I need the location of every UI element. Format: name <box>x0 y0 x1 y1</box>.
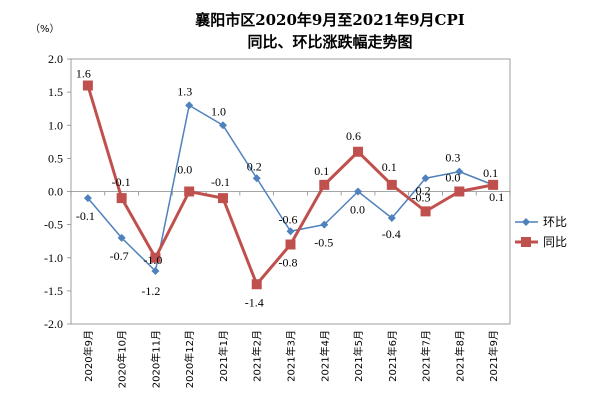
series-0-point <box>286 227 295 236</box>
series-0-data-label: 0.1 <box>483 166 498 180</box>
axes: 2.0 1.5 1.0 0.5 0.0 -0.5 -1.0 -1.5 -2.0 2020年9月 20… <box>44 52 511 388</box>
series-0-point <box>387 214 396 222</box>
legend-marker-0 <box>522 218 530 226</box>
series-1-point <box>217 193 228 204</box>
series-1-point <box>319 179 330 190</box>
series-0-point <box>354 187 363 196</box>
series-1-point <box>285 239 296 250</box>
series-0-point <box>117 233 126 242</box>
x-tick-label: 2020年12月 <box>183 330 196 388</box>
x-tick-label: 2020年10月 <box>116 330 129 388</box>
series-0-data-label: 0.0 <box>350 203 365 217</box>
x-tick-label: 2021年2月 <box>251 330 264 382</box>
series-1-data-label: -0.1 <box>211 175 230 189</box>
series-1-point <box>386 179 397 190</box>
series-0-data-label: -0.4 <box>382 227 401 241</box>
legend-marker-1 <box>521 237 531 247</box>
series-1-point <box>251 279 262 290</box>
series-0-point <box>185 101 194 110</box>
series-0-point <box>320 220 329 229</box>
y-tick-label: 1.5 <box>48 85 63 99</box>
series-0-data-label: 1.0 <box>211 104 226 118</box>
y-tick-label: 2.0 <box>48 52 63 66</box>
x-tick-label: 2021年3月 <box>285 330 298 382</box>
series-1-data-label: -0.3 <box>412 190 431 204</box>
chart-title-line-1: 襄阳市区2020年9月至2021年9月CPI <box>194 11 465 29</box>
series-0-data-label: 0.3 <box>445 151 460 165</box>
series-1-point <box>353 146 364 157</box>
series-1-data-label: 0.1 <box>489 190 504 204</box>
series-0-point <box>421 174 430 183</box>
series-0-data-label: -0.6 <box>279 212 298 226</box>
x-tick-label: 2021年7月 <box>420 330 433 382</box>
series-1-data-label: -1.4 <box>245 295 264 309</box>
x-tick-label: 2021年1月 <box>217 330 230 382</box>
series-0-point <box>252 174 261 183</box>
series-1-point <box>150 252 161 263</box>
series-0-data-label: 0.2 <box>416 183 431 197</box>
series-1-data-label: 0.0 <box>445 171 460 185</box>
chart-title-line-2: 同比、环比涨跌幅走势图 <box>247 33 412 51</box>
x-tick-label: 2020年11月 <box>149 330 162 388</box>
legend-label-0: 环比 <box>543 215 567 229</box>
series-0-data-label: -0.5 <box>314 236 333 250</box>
series-1-data-label: 1.6 <box>76 67 91 81</box>
series-0-data-label: -0.1 <box>76 209 95 223</box>
series-1-point <box>420 206 431 217</box>
series-0-data-label: 1.3 <box>177 84 192 98</box>
series-1-point <box>488 179 499 190</box>
y-tick-label: 0.5 <box>48 151 63 165</box>
series-0-data-label: 0.2 <box>247 159 262 173</box>
series-1-point <box>82 80 93 91</box>
data-labels: -0.1 -0.7 -1.2 1.3 1.0 0.2 -0.6 -0.5 0.0 -0.4 0.2 0… <box>76 67 504 310</box>
x-tick-label: 2021年6月 <box>386 330 399 382</box>
series-1-data-label: -1.0 <box>143 253 162 267</box>
y-tick-label: 1.0 <box>48 118 63 132</box>
series-1-data-label: 0.1 <box>382 160 397 174</box>
x-tick-label: 2021年4月 <box>318 330 331 382</box>
series-1-data-label: -0.1 <box>112 175 131 189</box>
legend-label-1: 同比 <box>543 235 567 249</box>
y-axis-unit: （%） <box>30 23 60 35</box>
series-1-point <box>184 186 195 197</box>
series-0-data-label: -0.7 <box>110 249 129 263</box>
series-0-data-label: -1.2 <box>141 284 160 298</box>
series-1-point <box>454 186 465 197</box>
series-0-point <box>151 267 160 275</box>
series-0-point <box>218 121 227 130</box>
series-group <box>82 80 499 290</box>
series-1-data-label: 0.0 <box>177 163 192 177</box>
y-tick-label: -2.0 <box>44 317 63 331</box>
y-tick-label: -1.5 <box>44 284 63 298</box>
y-tick-label: -1.0 <box>44 251 63 265</box>
series-0-point <box>455 167 464 176</box>
x-tick-label: 2021年5月 <box>352 330 365 382</box>
x-tick-label: 2021年9月 <box>487 330 500 382</box>
y-tick-label: 0.0 <box>48 185 63 199</box>
x-tick-label: 2021年8月 <box>453 330 466 382</box>
series-1-data-label: 0.6 <box>346 129 361 143</box>
y-tick-label: -0.5 <box>44 218 63 232</box>
x-tick-label: 2020年9月 <box>82 330 95 382</box>
series-0-point <box>83 194 92 203</box>
series-1-point <box>116 193 127 204</box>
series-1-data-label: -0.8 <box>279 256 298 270</box>
series-1-data-label: 0.1 <box>314 164 329 178</box>
